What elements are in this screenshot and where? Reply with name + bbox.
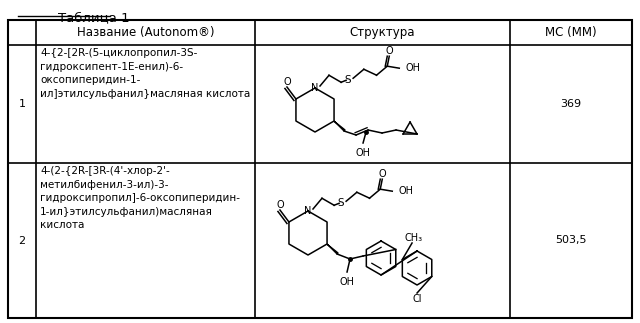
Text: 1: 1	[19, 99, 26, 109]
Text: 369: 369	[561, 99, 582, 109]
Text: Название (Autonom®): Название (Autonom®)	[77, 26, 214, 39]
Polygon shape	[327, 244, 338, 254]
Text: CH₃: CH₃	[405, 233, 423, 243]
Text: S: S	[338, 198, 344, 208]
Polygon shape	[334, 121, 345, 131]
Text: S: S	[345, 75, 351, 85]
Text: O: O	[378, 169, 386, 179]
Text: N: N	[311, 83, 319, 93]
Text: N: N	[304, 206, 312, 216]
Text: Таблица 1: Таблица 1	[58, 11, 130, 24]
Text: 4-{2-[2R-(5-циклопропил-3S-
гидроксипент-1Е-енил)-6-
оксопиперидин-1-
ил]этилсул: 4-{2-[2R-(5-циклопропил-3S- гидроксипент…	[40, 48, 250, 99]
Text: OH: OH	[398, 186, 413, 196]
Text: МС (ММ): МС (ММ)	[545, 26, 597, 39]
Text: Cl: Cl	[412, 294, 422, 304]
Text: OH: OH	[356, 148, 371, 158]
Text: O: O	[385, 46, 393, 56]
Text: Структура: Структура	[349, 26, 415, 39]
Text: O: O	[283, 77, 291, 87]
Text: OH: OH	[340, 277, 355, 287]
Text: 4-(2-{2R-[3R-(4'-хлор-2'-
метилбифенил-3-ил)-3-
гидроксипропил]-6-оксопиперидин-: 4-(2-{2R-[3R-(4'-хлор-2'- метилбифенил-3…	[40, 166, 240, 230]
Text: O: O	[276, 200, 284, 210]
Text: OH: OH	[405, 63, 420, 73]
Text: 503,5: 503,5	[556, 235, 587, 245]
Text: 2: 2	[19, 235, 26, 245]
